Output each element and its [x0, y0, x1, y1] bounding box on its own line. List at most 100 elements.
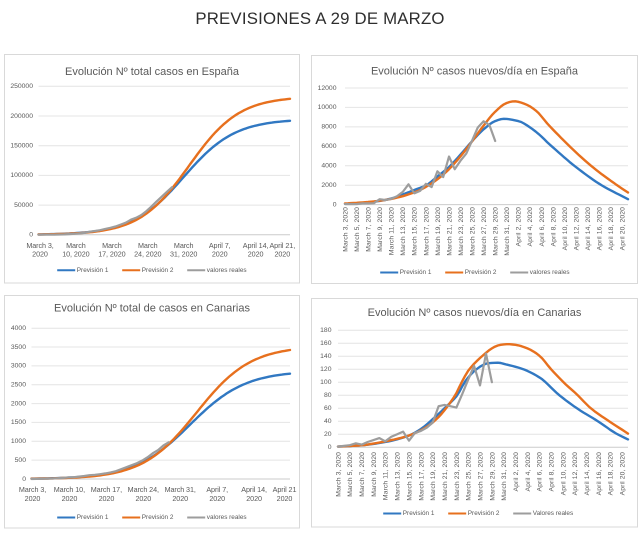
- svg-text:40: 40: [324, 418, 332, 425]
- svg-text:March 5, 2020: March 5, 2020: [354, 207, 361, 252]
- svg-text:April 20, 2020: April 20, 2020: [620, 452, 627, 495]
- svg-text:March 21, 2020: March 21, 2020: [442, 452, 449, 501]
- svg-text:April 8, 2020: April 8, 2020: [548, 452, 555, 492]
- svg-text:valores reales: valores reales: [207, 514, 247, 521]
- svg-text:April 2, 2020: April 2, 2020: [513, 452, 520, 492]
- svg-text:150000: 150000: [10, 142, 33, 149]
- svg-text:0: 0: [333, 201, 337, 208]
- svg-text:4000: 4000: [11, 325, 26, 332]
- svg-text:March 25, 2020: March 25, 2020: [470, 207, 477, 256]
- svg-text:April 10, 2020: April 10, 2020: [560, 452, 567, 495]
- svg-text:April 20, 2020: April 20, 2020: [620, 207, 627, 250]
- svg-text:April 4, 2020: April 4, 2020: [527, 207, 534, 247]
- svg-text:500: 500: [15, 457, 27, 464]
- svg-text:April 4, 2020: April 4, 2020: [525, 452, 532, 492]
- svg-text:Previsión 2: Previsión 2: [468, 510, 500, 517]
- svg-text:April 12, 2020: April 12, 2020: [573, 207, 580, 250]
- svg-text:March 15, 2020: March 15, 2020: [412, 207, 419, 256]
- svg-text:April 16, 2020: April 16, 2020: [596, 452, 603, 495]
- svg-text:March 3, 2020: March 3, 2020: [335, 452, 342, 497]
- svg-text:0: 0: [328, 444, 332, 451]
- svg-text:2000: 2000: [11, 400, 26, 407]
- svg-text:2020: 2020: [246, 494, 262, 503]
- svg-text:March: March: [174, 241, 194, 250]
- svg-text:March 19, 2020: March 19, 2020: [430, 452, 437, 501]
- svg-text:March 19, 2020: March 19, 2020: [435, 207, 442, 256]
- svg-text:April 7,: April 7,: [209, 241, 231, 250]
- svg-text:2020: 2020: [274, 249, 290, 258]
- svg-text:50000: 50000: [14, 202, 33, 209]
- svg-text:Previsión 2: Previsión 2: [142, 267, 174, 274]
- svg-text:2020: 2020: [172, 494, 188, 503]
- svg-text:March: March: [102, 241, 122, 250]
- svg-text:Previsión 2: Previsión 2: [465, 269, 497, 276]
- svg-text:April 7,: April 7,: [206, 485, 228, 494]
- svg-text:March 31, 2020: March 31, 2020: [504, 207, 511, 256]
- svg-text:April 14, 2020: April 14, 2020: [584, 452, 591, 495]
- svg-text:Evolución Nº casos nuevos/día: Evolución Nº casos nuevos/día en Canaria…: [368, 307, 582, 319]
- svg-text:April 18, 2020: April 18, 2020: [608, 207, 615, 250]
- svg-text:60: 60: [324, 405, 332, 412]
- svg-text:March 13, 2020: March 13, 2020: [400, 207, 407, 256]
- svg-text:200000: 200000: [10, 113, 33, 120]
- svg-text:April 2, 2020: April 2, 2020: [516, 207, 523, 247]
- svg-text:100: 100: [320, 379, 332, 386]
- svg-text:2020: 2020: [277, 494, 293, 503]
- svg-text:April 21: April 21: [273, 485, 297, 494]
- svg-text:April 8, 2020: April 8, 2020: [550, 207, 557, 247]
- svg-text:250000: 250000: [10, 83, 33, 90]
- svg-text:Evolución Nº total casos en Es: Evolución Nº total casos en España: [65, 66, 240, 78]
- svg-text:20: 20: [324, 431, 332, 438]
- svg-text:March 21, 2020: March 21, 2020: [446, 207, 453, 256]
- svg-text:2020: 2020: [248, 249, 264, 258]
- svg-text:March 29, 2020: March 29, 2020: [489, 452, 496, 501]
- svg-text:Previsión 1: Previsión 1: [403, 510, 435, 517]
- svg-text:April 12, 2020: April 12, 2020: [572, 452, 579, 495]
- svg-text:March 7, 2020: March 7, 2020: [359, 452, 366, 497]
- svg-text:March 31, 2020: March 31, 2020: [501, 452, 508, 501]
- svg-text:March: March: [66, 241, 86, 250]
- svg-text:1500: 1500: [11, 419, 26, 426]
- svg-text:1000: 1000: [11, 438, 26, 445]
- svg-text:31, 2020: 31, 2020: [170, 249, 197, 258]
- svg-text:March 25, 2020: March 25, 2020: [466, 452, 473, 501]
- svg-text:160: 160: [320, 340, 332, 347]
- svg-text:0: 0: [22, 476, 26, 483]
- svg-text:March 23, 2020: March 23, 2020: [458, 207, 465, 256]
- svg-text:Valores reales: Valores reales: [533, 510, 573, 517]
- svg-text:10000: 10000: [318, 104, 337, 111]
- svg-text:March 17, 2020: March 17, 2020: [423, 207, 430, 256]
- svg-text:3000: 3000: [11, 363, 26, 370]
- svg-text:March 27, 2020: March 27, 2020: [477, 452, 484, 501]
- svg-text:8000: 8000: [321, 124, 336, 131]
- svg-text:Previsión 1: Previsión 1: [77, 267, 109, 274]
- svg-text:2000: 2000: [321, 182, 336, 189]
- svg-text:March 24,: March 24,: [128, 485, 159, 494]
- svg-text:2020: 2020: [209, 494, 225, 503]
- svg-text:2020: 2020: [62, 494, 78, 503]
- svg-text:March 3, 2020: March 3, 2020: [342, 207, 349, 252]
- svg-text:March 9, 2020: March 9, 2020: [377, 207, 384, 252]
- svg-text:2020: 2020: [32, 249, 48, 258]
- svg-text:April 18, 2020: April 18, 2020: [608, 452, 615, 495]
- svg-text:Previsión 1: Previsión 1: [400, 269, 432, 276]
- svg-text:140: 140: [320, 353, 332, 360]
- svg-text:12000: 12000: [318, 85, 337, 92]
- svg-text:March: March: [138, 241, 158, 250]
- svg-text:PREVISIONES A 29 DE MARZO: PREVISIONES A 29 DE MARZO: [195, 9, 444, 28]
- svg-text:April 16, 2020: April 16, 2020: [597, 207, 604, 250]
- svg-text:March 5, 2020: March 5, 2020: [347, 452, 354, 497]
- svg-text:180: 180: [320, 327, 332, 334]
- svg-text:valores reales: valores reales: [530, 269, 570, 276]
- svg-text:March 17, 2020: March 17, 2020: [418, 452, 425, 501]
- svg-text:March 9, 2020: March 9, 2020: [371, 452, 378, 497]
- svg-text:120: 120: [320, 366, 332, 373]
- svg-text:2500: 2500: [11, 382, 26, 389]
- svg-text:March 10,: March 10,: [54, 485, 85, 494]
- svg-text:March 11, 2020: March 11, 2020: [383, 452, 390, 500]
- svg-text:April 6, 2020: April 6, 2020: [537, 452, 544, 492]
- svg-text:March 3,: March 3,: [19, 485, 46, 494]
- svg-text:2020: 2020: [25, 494, 41, 503]
- svg-text:April 14, 2020: April 14, 2020: [585, 207, 592, 250]
- svg-text:3500: 3500: [11, 344, 26, 351]
